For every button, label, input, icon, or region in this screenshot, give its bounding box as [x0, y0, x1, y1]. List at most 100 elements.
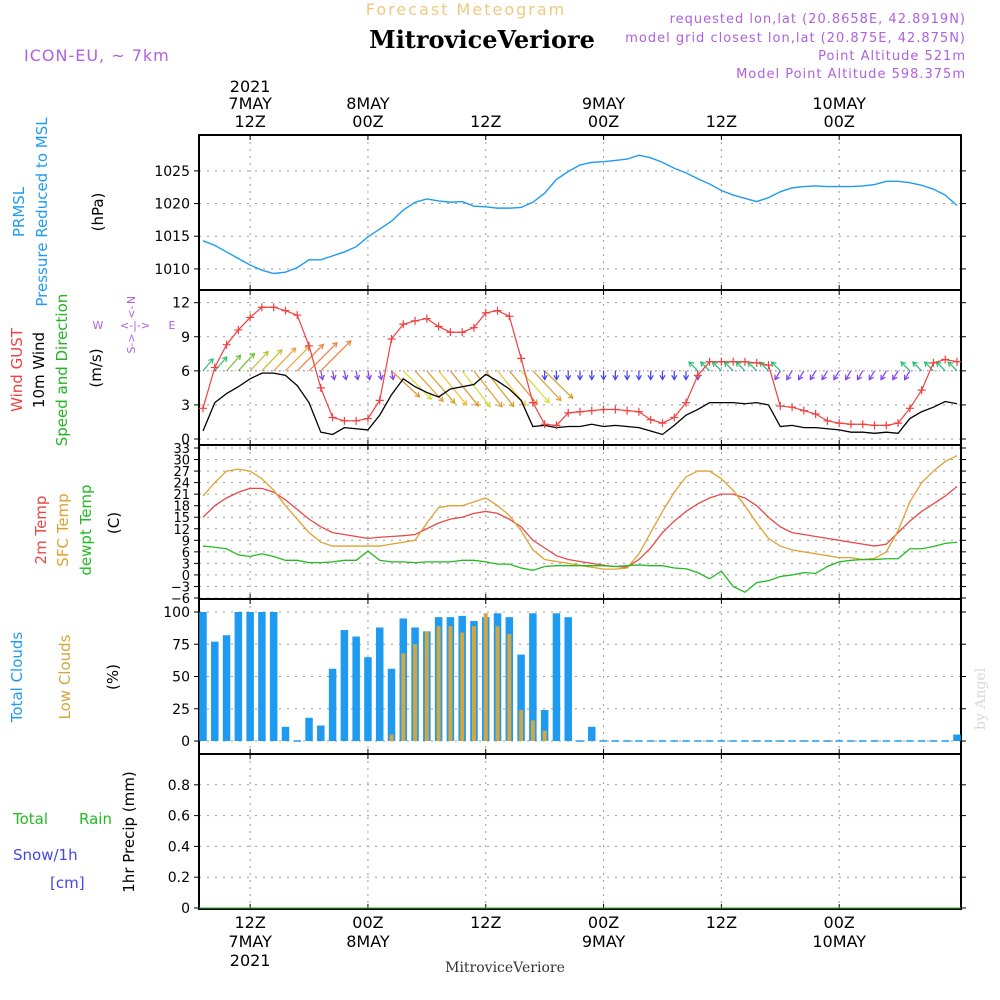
total-cloud-bar — [199, 612, 207, 741]
y-tick-label: 24 — [173, 477, 190, 492]
panel-frame — [198, 134, 962, 291]
total-cloud-bar — [564, 617, 572, 741]
wind-dir-arrow — [774, 370, 781, 380]
wind-gust-marker — [576, 407, 584, 416]
wind-dir-arrowhead — [235, 354, 242, 361]
wind-gust-marker — [340, 416, 349, 425]
top-day-label: 8MAY — [346, 94, 390, 113]
wind-gust-marker — [517, 354, 526, 363]
wind-dir-arrowhead — [624, 375, 631, 381]
wind-dir-arrowhead — [912, 361, 918, 368]
y-tick-label: 30 — [173, 454, 190, 469]
wind-dir-arrow — [786, 370, 793, 380]
total-cloud-bar — [222, 635, 231, 741]
temp-dewpt-line — [202, 541, 958, 593]
wind-dir-arrowhead — [809, 374, 816, 381]
total-cloud-bar — [246, 612, 254, 741]
snow-label: Snow/1h — [13, 846, 78, 864]
wind-gust-marker — [422, 314, 431, 323]
wind-gust-marker — [729, 357, 738, 366]
cm-label: [cm] — [50, 874, 85, 892]
wind-dir-arrowhead — [880, 374, 886, 381]
low-clouds-label: Low Clouds — [56, 634, 74, 719]
wind-gust-marker — [411, 316, 420, 325]
y-tick-label: 50 — [172, 670, 190, 686]
wind-dir-arrowhead — [263, 350, 269, 357]
y-tick-label: 100 — [163, 605, 190, 621]
wind-dir-arrowhead — [699, 361, 706, 368]
wind-gust-marker — [564, 408, 573, 417]
wind-dir-arrow — [712, 361, 722, 372]
wind-gust-marker — [399, 320, 408, 329]
wind-gust-marker — [293, 311, 302, 320]
y-tick-label: 3 — [182, 557, 190, 572]
pressure-unit: (hPa) — [89, 193, 107, 232]
wind-dir-arrow — [249, 351, 269, 372]
wind-dir-arrowhead — [900, 361, 907, 368]
panel-frame — [198, 598, 962, 755]
wind-gust-marker — [352, 416, 361, 425]
wind-gust-marker — [458, 328, 467, 337]
wind-dir-arrowhead — [497, 401, 503, 408]
wind-dir-arrowhead — [544, 397, 550, 404]
wind-dir-arrowhead — [541, 375, 548, 381]
temp-unit: (C) — [105, 512, 123, 534]
total-cloud-bar — [281, 726, 290, 741]
y-tick-label: 1025 — [154, 164, 190, 180]
wind-gust-marker — [587, 406, 596, 415]
wind-dir-arrow — [308, 342, 338, 372]
temp-2m-label: 2m Temp — [32, 496, 50, 565]
wind-gust-marker — [953, 357, 961, 366]
wind-dir-arrowhead — [682, 375, 690, 381]
pressure-labels: PRMSL Pressure Reduced to MSL (hPa) — [10, 117, 107, 307]
total-cloud-bar — [529, 613, 537, 741]
wind-dir-arrow — [320, 340, 352, 372]
bottom-year-label: 2021 — [230, 951, 271, 970]
wind-dir-arrow — [261, 349, 283, 372]
wind-dir-arrowhead — [797, 374, 804, 381]
wind-gust-marker — [481, 308, 490, 317]
total-cloud-bar — [588, 726, 596, 741]
wind-dir-arrowhead — [612, 375, 619, 381]
y-tick-label: 0.4 — [168, 839, 190, 855]
wind-dir-arrowhead — [438, 396, 444, 403]
wind-gust-marker — [446, 328, 455, 337]
wind-gust-marker — [658, 419, 667, 428]
wind-gust-marker — [210, 363, 219, 372]
wind-dir-arrow — [343, 370, 347, 380]
y-tick-label: 0 — [181, 901, 190, 917]
model-label: ICON-EU, ~ 7km — [24, 46, 170, 65]
wind-gust-marker — [646, 415, 655, 424]
wind-gust-marker — [269, 303, 278, 312]
svg-text:<-: <- — [125, 305, 138, 318]
wind-dir-arrow — [390, 370, 394, 380]
svg-text:N: N — [125, 296, 138, 304]
wind-dir-arrow — [426, 370, 456, 404]
wind-dir-arrow — [237, 353, 255, 372]
y-tick-label: 27 — [173, 465, 190, 480]
wind-dir-arrowhead — [449, 398, 456, 405]
wind-gust-marker — [199, 404, 207, 413]
y-tick-label: 18 — [173, 500, 190, 515]
y-tick-label: 33 — [173, 442, 190, 457]
y-tick-label: 1020 — [154, 197, 190, 213]
y-tick-label: 21 — [173, 488, 190, 503]
y-tick-label: 3 — [181, 398, 190, 414]
wind-gust-marker — [257, 303, 266, 312]
bottom-day-label: 9MAY — [582, 932, 626, 951]
wind-dir-arrowhead — [318, 343, 325, 350]
y-tick-label: 6 — [181, 364, 190, 380]
wind-dir-arrowhead — [365, 374, 372, 381]
wind-dir-arrowhead — [694, 375, 701, 381]
wind-dir-arrowhead — [565, 375, 572, 381]
top-year-label: 2021 — [230, 77, 271, 96]
footer-station: MitroviceVeriore — [445, 960, 565, 976]
wind-dir-arrow — [367, 370, 371, 380]
wind-dir-arrow — [532, 370, 562, 401]
y-tick-label: −6 — [171, 592, 190, 607]
wind-gust-marker — [469, 323, 478, 332]
y-tick-label: 1015 — [154, 229, 190, 245]
compass-rose: N S W E <-|-> <- -> — [93, 296, 176, 354]
wind-gust-marker — [740, 357, 749, 366]
